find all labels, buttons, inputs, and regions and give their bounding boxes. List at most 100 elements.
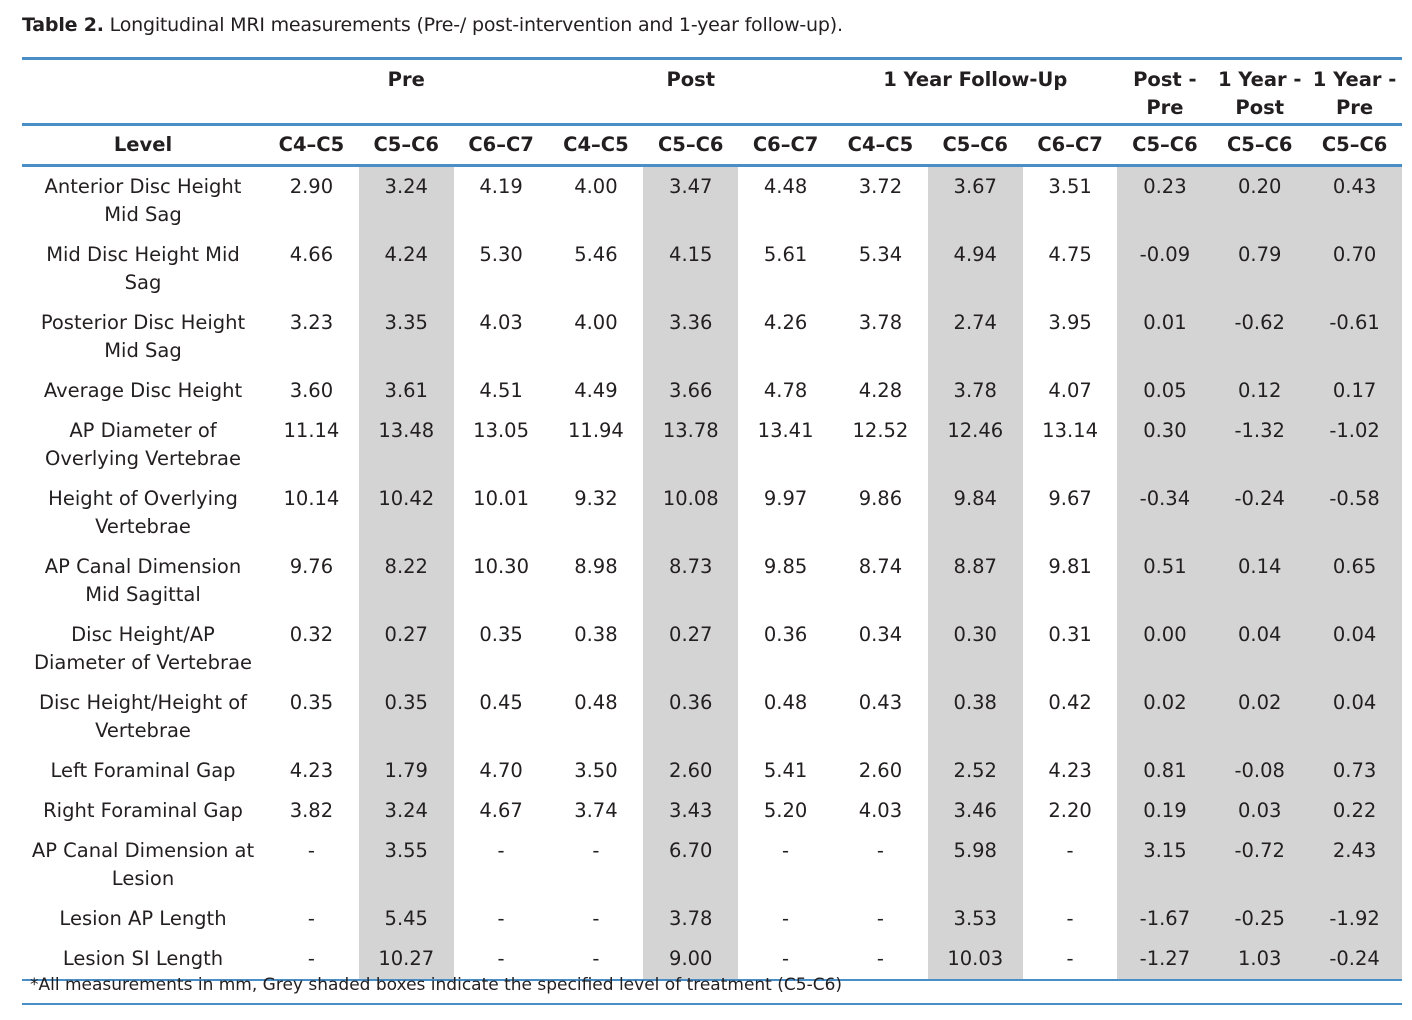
table-row: Average Disc Height 3.60 3.61 4.51 4.49 3.66 4…: [22, 371, 1402, 411]
column-header: C6–C7: [738, 124, 833, 167]
value-cell: 2.20: [1048, 799, 1092, 822]
value-cell: 5.46: [574, 243, 618, 266]
value-cell: 0.04: [1307, 683, 1402, 751]
value-cell: 13.78: [643, 411, 739, 479]
value-cell: 4.15: [643, 235, 739, 303]
value-cell: -1.02: [1307, 411, 1402, 479]
value-cell: 3.66: [643, 371, 739, 411]
value-cell: 5.30: [479, 243, 523, 266]
value-cell: 0.30: [927, 615, 1023, 683]
value-cell: 4.23: [289, 759, 334, 782]
value-cell: 10.27: [358, 939, 454, 981]
value-cell: 0.23: [1117, 165, 1213, 235]
value-cell: 0.02: [1212, 683, 1308, 751]
table-row: Left Foraminal Gap 4.23 1.79 4.70 3.50 2.60 5.…: [22, 751, 1402, 791]
row-label: Right Foraminal Gap: [43, 799, 243, 822]
value-cell: 13.48: [358, 411, 454, 479]
header-line: 1 Year -: [1312, 68, 1397, 91]
value-cell: 10.14: [283, 487, 340, 510]
value-cell: -0.25: [1212, 899, 1308, 939]
row-label: AP Canal Dimension Mid Sagittal: [44, 555, 242, 606]
value-cell: -: [1066, 839, 1074, 862]
table-row: Disc Height/AP Diameter of Vertebrae 0.32…: [22, 615, 1402, 683]
value-cell: 3.23: [289, 311, 334, 334]
group-header-row: Pre Post 1 Year Follow-Up Post - Pre 1 Ye…: [22, 57, 1402, 126]
table-row: AP Canal Dimension Mid Sagittal 9.76 8.22 1…: [22, 547, 1402, 615]
value-cell: 0.20: [1212, 165, 1308, 235]
value-cell: -1.92: [1307, 899, 1402, 939]
value-cell: 0.12: [1212, 371, 1308, 411]
value-cell: 10.42: [358, 479, 454, 547]
value-cell: 6.70: [643, 831, 739, 899]
value-cell: -: [592, 839, 600, 862]
group-header-post: Post: [548, 57, 833, 126]
table-body: Anterior Disc Height Mid Sag 2.90 3.24 4.19…: [22, 165, 1402, 981]
table-row: Mid Disc Height Mid Sag 4.66 4.24 5.30 5.46 4…: [22, 235, 1402, 303]
value-cell: 0.51: [1117, 547, 1213, 615]
value-cell: 3.53: [927, 899, 1023, 939]
value-cell: 3.61: [358, 371, 454, 411]
table-caption: Table 2. Longitudinal MRI measurements (…: [22, 14, 843, 36]
value-cell: 4.07: [1048, 379, 1092, 402]
value-cell: 3.47: [643, 165, 739, 235]
value-cell: 4.03: [479, 311, 523, 334]
value-cell: -0.08: [1212, 751, 1308, 791]
value-cell: -: [782, 907, 790, 930]
table-row: Lesion SI Length -10.27- -9.00- -10.03- -1.2…: [22, 939, 1402, 981]
value-cell: 1.79: [358, 751, 454, 791]
column-header: C5–C6: [1307, 124, 1402, 167]
value-cell: 0.04: [1307, 615, 1402, 683]
caption-text: Longitudinal MRI measurements (Pre-/ pos…: [103, 14, 843, 36]
value-cell: 4.03: [858, 799, 903, 822]
value-cell: 0.36: [763, 623, 808, 646]
row-label: Height of Overlying Vertebrae: [48, 487, 238, 538]
value-cell: 4.24: [358, 235, 454, 303]
value-cell: 3.78: [643, 899, 739, 939]
value-cell: 4.67: [479, 799, 523, 822]
value-cell: 3.78: [927, 371, 1023, 411]
header-line: 1 Year -: [1217, 68, 1302, 91]
group-header-year-minus-post: 1 Year - Post: [1212, 57, 1308, 126]
value-cell: 0.22: [1307, 791, 1402, 831]
value-cell: 4.51: [479, 379, 523, 402]
value-cell: -: [307, 907, 315, 930]
value-cell: 9.84: [927, 479, 1023, 547]
row-label: Mid Disc Height Mid Sag: [46, 243, 240, 294]
value-cell: 0.35: [479, 623, 523, 646]
value-cell: 0.27: [358, 615, 454, 683]
column-header: C4–C5: [548, 124, 644, 167]
row-label: Average Disc Height: [43, 379, 243, 402]
value-cell: -: [497, 907, 505, 930]
value-cell: 0.14: [1212, 547, 1308, 615]
value-cell: 9.97: [763, 487, 808, 510]
value-cell: 0.70: [1307, 235, 1402, 303]
row-label: Lesion AP Length: [59, 907, 227, 930]
value-cell: 0.35: [358, 683, 454, 751]
value-cell: 8.87: [927, 547, 1023, 615]
value-cell: -1.27: [1117, 939, 1213, 981]
value-cell: 0.38: [574, 623, 618, 646]
column-header-row: Level C4–C5 C5–C6 C6–C7 C4–C5 C5–C6 C6–C…: [22, 124, 1402, 167]
value-cell: 0.03: [1212, 791, 1308, 831]
value-cell: -: [497, 839, 505, 862]
value-cell: 3.35: [358, 303, 454, 371]
value-cell: 3.82: [289, 799, 334, 822]
value-cell: -0.58: [1307, 479, 1402, 547]
value-cell: 4.28: [858, 379, 903, 402]
row-label: Posterior Disc Height Mid Sag: [40, 311, 246, 362]
value-cell: 9.86: [858, 487, 903, 510]
table-row: Posterior Disc Height Mid Sag 3.23 3.35 4.0…: [22, 303, 1402, 371]
value-cell: 10.30: [473, 555, 529, 578]
value-cell: 3.74: [574, 799, 618, 822]
value-cell: 4.75: [1048, 243, 1092, 266]
value-cell: 2.43: [1307, 831, 1402, 899]
value-cell: 5.41: [763, 759, 808, 782]
value-cell: 0.17: [1307, 371, 1402, 411]
column-header: C5–C6: [358, 124, 454, 167]
value-cell: 0.38: [927, 683, 1023, 751]
value-cell: -0.61: [1307, 303, 1402, 371]
value-cell: 0.35: [289, 691, 334, 714]
value-cell: 0.32: [289, 623, 334, 646]
value-cell: 0.43: [1307, 165, 1402, 235]
value-cell: 0.01: [1117, 303, 1213, 371]
